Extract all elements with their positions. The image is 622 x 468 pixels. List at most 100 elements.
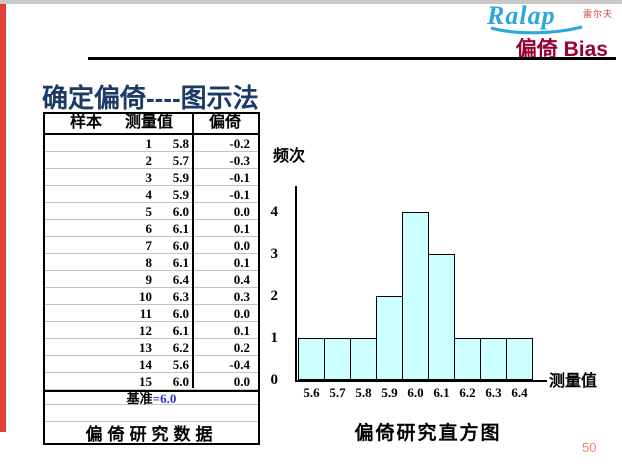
cell-bias: -0.1 (229, 170, 250, 185)
bars (298, 212, 534, 380)
cell-measured-value: 6.2 (172, 340, 189, 355)
table-row: 12 6.1 0.1 (45, 322, 258, 339)
empty-row (45, 404, 258, 422)
x-tick-label: 5.8 (355, 385, 372, 400)
x-axis-title: 测量值 (549, 373, 598, 390)
cell-measured-value: 6.0 (172, 204, 189, 219)
table-row: 11 6.0 0.0 (45, 305, 258, 322)
cell-bias: 0.0 (233, 374, 250, 389)
table-row: 7 6.0 0.0 (45, 237, 258, 254)
cell-measured-value: 6.1 (172, 323, 189, 338)
cell-sample: 5 (145, 204, 153, 219)
x-tick-label: 5.6 (303, 385, 320, 400)
x-tick-label: 6.3 (485, 385, 502, 400)
baseline-value: =6.0 (152, 391, 177, 406)
cell-sample: 11 (139, 306, 152, 321)
cell-sample: 12 (139, 323, 152, 338)
cell-measured-value: 6.0 (172, 306, 189, 321)
cell-sample: 3 (145, 170, 153, 185)
table-row: 2 5.7 -0.3 (45, 152, 258, 169)
x-tick-label: 6.0 (407, 385, 424, 400)
x-tick-label: 6.4 (511, 385, 528, 400)
page-heading: 确定偏倚----图示法 (42, 83, 259, 113)
bar (298, 338, 325, 380)
y-axis-title: 频次 (273, 148, 306, 165)
table-row: 14 5.6 -0.4 (45, 356, 258, 373)
x-tick-label: 5.9 (381, 385, 398, 400)
cell-sample: 8 (145, 255, 153, 270)
cell-measured-value: 6.1 (172, 221, 189, 236)
table-row: 15 6.0 0.0 (45, 373, 258, 390)
y-tick-label: 3 (270, 246, 279, 262)
y-tick-label: 0 (270, 372, 279, 388)
cell-bias: -0.4 (229, 357, 250, 372)
bar (480, 338, 507, 380)
cell-sample: 1 (145, 136, 153, 151)
col-header-measured-value: 测量值 (125, 114, 174, 131)
bias-data-table: 样本 测量值 偏倚 1 5.8 -0.2 2 5.7 -0.3 3 5.9 -0.1 4 5.9 -0… (43, 112, 260, 445)
table-caption: 偏倚研究数据 (85, 425, 218, 444)
y-tick-label: 2 (270, 288, 279, 304)
bar (402, 212, 429, 380)
chart-caption: 偏倚研究直方图 (354, 423, 502, 444)
table-row: 8 6.1 0.1 (45, 254, 258, 271)
left-accent-bar (0, 4, 6, 432)
x-tick-label: 6.2 (459, 385, 476, 400)
cell-measured-value: 5.6 (172, 357, 189, 372)
cell-bias: -0.1 (229, 187, 250, 202)
y-axis-line (295, 186, 297, 382)
cell-bias: 0.3 (233, 289, 250, 304)
y-tick-label: 4 (270, 204, 279, 220)
table-row: 3 5.9 -0.1 (45, 169, 258, 186)
baseline-label: 基准 (126, 391, 153, 406)
y-tick-label: 1 (270, 330, 279, 346)
col-header-bias: 偏倚 (209, 114, 242, 131)
table-row: 6 6.1 0.1 (45, 220, 258, 237)
cell-measured-value: 5.8 (172, 136, 189, 151)
table-row: 13 6.2 0.2 (45, 339, 258, 356)
slide-title: 偏倚 Bias (515, 38, 608, 61)
cell-bias: 0.4 (233, 272, 250, 287)
cell-measured-value: 6.0 (172, 238, 189, 253)
cell-sample: 14 (139, 357, 152, 372)
table-row: 5 6.0 0.0 (45, 203, 258, 220)
logo-swoosh-icon (490, 25, 583, 35)
cell-measured-value: 6.4 (172, 272, 189, 287)
bar (376, 296, 403, 380)
x-tick-label: 6.1 (433, 385, 450, 400)
table-row: 10 6.3 0.3 (45, 288, 258, 305)
cell-sample: 9 (145, 272, 153, 287)
cell-bias: -0.2 (229, 136, 250, 151)
cell-measured-value: 5.9 (172, 170, 189, 185)
bar (506, 338, 533, 380)
cell-bias: 0.2 (233, 340, 250, 355)
cell-sample: 10 (139, 289, 152, 304)
table-rows: 1 5.8 -0.2 2 5.7 -0.3 3 5.9 -0.1 4 5.9 -0.1 5 6.0 0.0 6… (45, 135, 258, 390)
title-rule (88, 57, 616, 60)
col-header-sample: 样本 (70, 114, 103, 131)
cell-sample: 15 (139, 374, 152, 389)
logo: Ralap 雷尔夫 (487, 1, 617, 35)
table-row: 4 5.9 -0.1 (45, 186, 258, 203)
x-tick-label: 5.7 (329, 385, 346, 400)
cell-bias: 0.1 (233, 221, 250, 236)
cell-sample: 6 (145, 221, 153, 236)
logo-sub-label: 雷尔夫 (583, 9, 614, 19)
x-axis-line (295, 380, 547, 382)
cell-measured-value: 6.0 (172, 374, 189, 389)
cell-bias: 0.0 (233, 306, 250, 321)
logo-text: Ralap (487, 1, 556, 30)
column-divider (192, 114, 194, 388)
cell-sample: 7 (145, 238, 153, 253)
cell-bias: 0.1 (233, 323, 250, 338)
bar (350, 338, 377, 380)
bar (324, 338, 351, 380)
table-row: 9 6.4 0.4 (45, 271, 258, 288)
cell-measured-value: 6.3 (172, 289, 189, 304)
table-header: 样本 测量值 偏倚 (45, 114, 258, 135)
baseline-row: 基准=6.0 (45, 390, 258, 406)
page-number: 50 (582, 440, 597, 455)
cell-measured-value: 5.9 (172, 187, 189, 202)
table-row: 1 5.8 -0.2 (45, 135, 258, 152)
